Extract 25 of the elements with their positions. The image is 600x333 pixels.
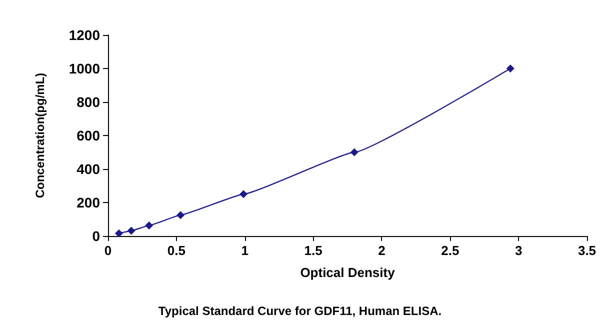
- y-tick-label: 200: [76, 194, 100, 210]
- x-tick-label: 3.5: [578, 243, 596, 258]
- point: [176, 211, 185, 220]
- x-tick-label: 3: [514, 243, 522, 258]
- y-tick-label: 800: [76, 94, 100, 110]
- x-tick-label: 2: [378, 243, 386, 258]
- point: [506, 64, 514, 72]
- point: [114, 229, 123, 238]
- point: [145, 221, 154, 230]
- y-tick-label: 1200: [68, 27, 100, 43]
- y-tick-label: 1000: [68, 60, 100, 76]
- x-tick-label: 0: [104, 243, 112, 258]
- x-tick-label: 1: [241, 243, 248, 258]
- x-tick-label: 0.5: [167, 243, 186, 258]
- y-axis-title: Concentration(pg/mL): [33, 72, 47, 198]
- y-tick-label: 600: [76, 128, 100, 144]
- y-tick-label: 400: [76, 161, 100, 177]
- point: [127, 226, 136, 235]
- x-axis-title: Optical Density: [300, 265, 396, 280]
- point: [239, 190, 248, 198]
- x-tick-label: 2.5: [441, 243, 460, 258]
- x-tick-label: 1.5: [304, 243, 322, 258]
- y-tick-label: 0: [92, 228, 100, 244]
- point: [350, 148, 358, 156]
- text: Typical Standard Curve for GDF11, Human ELISA.: [158, 304, 442, 318]
